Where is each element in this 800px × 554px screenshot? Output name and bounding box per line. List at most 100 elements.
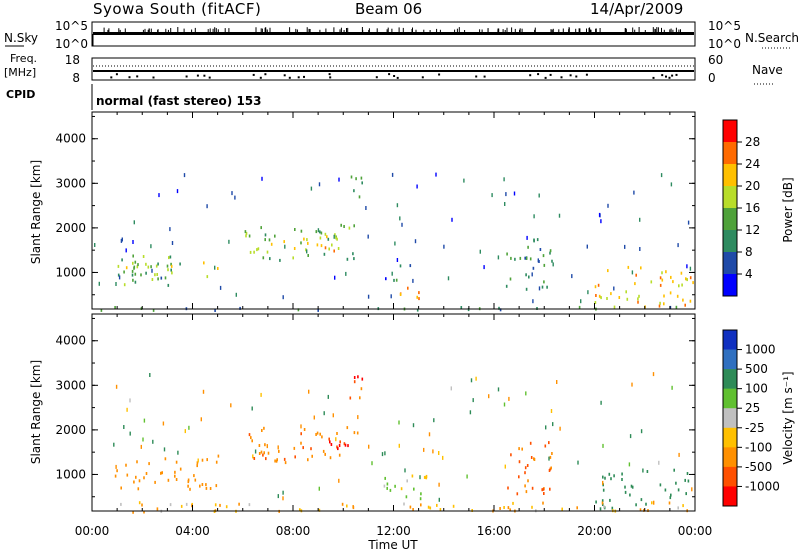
colorbar-tick-label: 8 (745, 245, 753, 259)
data-cell (527, 479, 529, 483)
data-cell (126, 473, 129, 477)
colorbar-cell (723, 120, 737, 143)
data-cell (658, 304, 661, 308)
data-cell (359, 396, 361, 400)
x-axis-label: Time UT (367, 538, 418, 552)
data-cell (360, 387, 363, 391)
cpid-label: CPID (6, 88, 35, 101)
data-cell (663, 294, 665, 298)
data-cell (179, 262, 181, 266)
colorbar-tick-label: 100 (745, 382, 768, 396)
data-cell (507, 506, 510, 510)
freq-label-1: Freq. (10, 52, 37, 65)
data-cell (300, 432, 302, 436)
data-cell (261, 176, 263, 181)
data-cell (451, 217, 453, 222)
data-cell (639, 508, 642, 512)
data-cell (659, 483, 662, 487)
data-cell (117, 264, 120, 268)
data-cell (183, 173, 186, 178)
data-cell (469, 410, 472, 415)
data-cell (549, 249, 552, 253)
data-cell (167, 283, 170, 287)
data-cell (158, 193, 160, 198)
data-cell (610, 477, 612, 481)
data-cell (686, 264, 688, 269)
data-cell (336, 237, 338, 241)
data-cell (524, 256, 526, 260)
data-cell (120, 502, 122, 506)
data-cell (120, 238, 123, 243)
data-cell (217, 267, 219, 270)
data-cell (499, 507, 501, 510)
data-cell (399, 216, 401, 221)
data-cell (640, 266, 642, 270)
data-cell (133, 265, 136, 269)
data-cell (324, 232, 327, 236)
data-cell (234, 195, 236, 200)
data-cell (318, 182, 321, 187)
data-cell (320, 231, 323, 235)
data-cell (121, 237, 123, 242)
power-ylabel: Slant Range [km] (29, 160, 43, 264)
colorbar-tick-label: 25 (745, 401, 760, 415)
data-cell (337, 247, 340, 250)
data-cell (266, 250, 269, 254)
data-cell (677, 488, 680, 492)
data-cell (355, 177, 357, 181)
data-cell (549, 455, 552, 459)
data-cell (168, 256, 170, 260)
data-cell (132, 254, 134, 258)
data-cell (343, 442, 346, 446)
data-cell (179, 467, 182, 471)
data-cell (639, 217, 641, 222)
data-cell (187, 480, 190, 484)
data-cell (682, 504, 684, 508)
colorbar-cell (723, 164, 737, 187)
data-cell (530, 456, 533, 459)
data-cell (394, 484, 396, 488)
data-cell (621, 478, 623, 481)
data-cell (524, 471, 526, 475)
data-cell (327, 394, 329, 399)
data-cell (466, 474, 468, 479)
data-cell (352, 252, 354, 256)
data-cell (115, 464, 117, 469)
data-cell (188, 425, 190, 430)
data-cell (341, 502, 344, 506)
data-cell (607, 203, 609, 208)
data-cell (329, 456, 332, 460)
data-cell (678, 284, 680, 288)
data-cell (230, 403, 232, 408)
data-cell (214, 503, 217, 507)
nsearch-tick-top: 10^5 (708, 19, 741, 33)
data-cell (283, 457, 286, 461)
nsky-trace (93, 32, 694, 35)
data-cell (398, 420, 400, 425)
data-cell (114, 474, 117, 478)
data-cell (613, 286, 615, 291)
data-cell (338, 444, 341, 447)
data-cell (692, 281, 694, 285)
data-cell (322, 449, 325, 453)
data-cell (185, 502, 188, 506)
colorbar-cell (723, 186, 737, 209)
data-cell (136, 460, 138, 464)
data-cell (443, 244, 445, 249)
data-cell (411, 474, 414, 478)
data-cell (686, 278, 688, 282)
data-cell (488, 394, 490, 399)
data-cell (542, 501, 544, 505)
data-cell (685, 277, 687, 281)
data-cell (598, 212, 601, 217)
colorbar-cell (723, 388, 737, 409)
data-cell (170, 264, 173, 268)
data-cell (539, 248, 542, 251)
data-cell (197, 458, 199, 463)
data-cell (551, 259, 553, 263)
data-cell (659, 276, 662, 280)
data-cell (607, 269, 609, 273)
data-cell (264, 233, 267, 237)
data-cell (525, 273, 527, 277)
data-cell (505, 192, 507, 197)
